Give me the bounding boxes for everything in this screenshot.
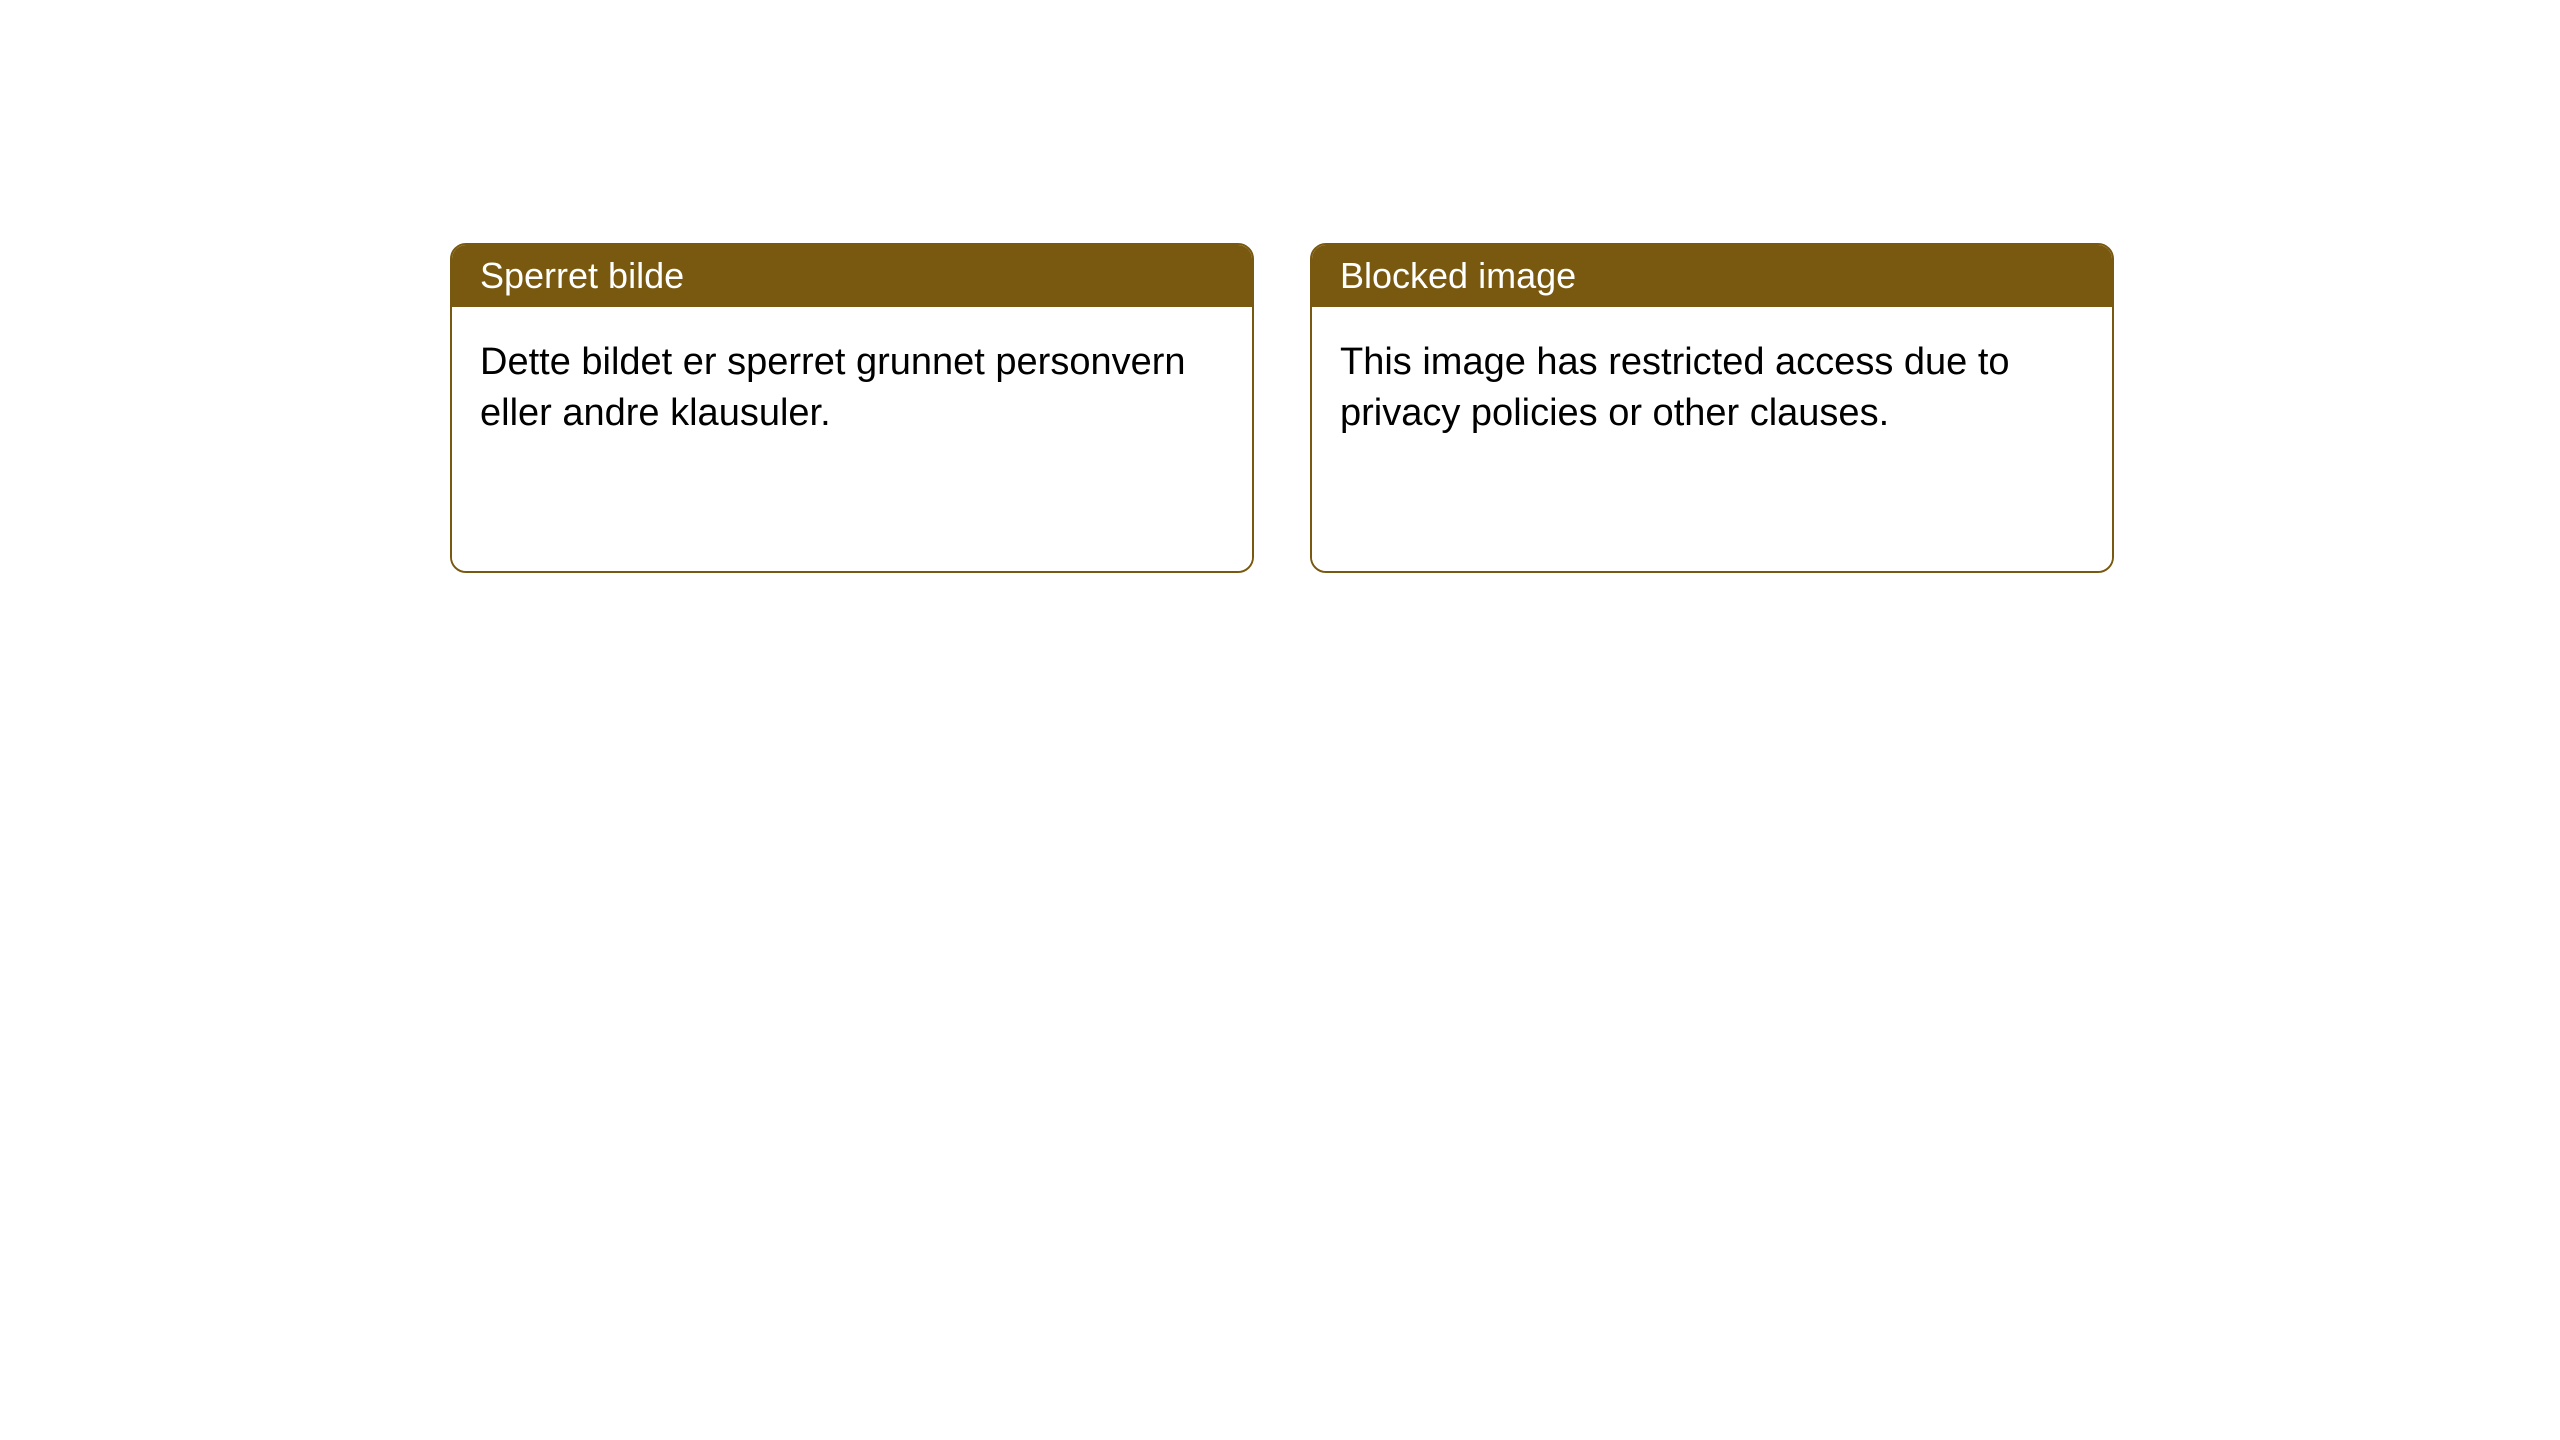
card-header: Sperret bilde	[452, 245, 1252, 307]
info-cards-container: Sperret bilde Dette bildet er sperret gr…	[450, 243, 2114, 573]
card-header: Blocked image	[1312, 245, 2112, 307]
info-card-norwegian: Sperret bilde Dette bildet er sperret gr…	[450, 243, 1254, 573]
card-body: This image has restricted access due to …	[1312, 307, 2112, 571]
card-title: Sperret bilde	[480, 255, 684, 296]
info-card-english: Blocked image This image has restricted …	[1310, 243, 2114, 573]
card-body: Dette bildet er sperret grunnet personve…	[452, 307, 1252, 571]
card-title: Blocked image	[1340, 255, 1576, 296]
card-body-text: This image has restricted access due to …	[1340, 341, 2010, 434]
card-body-text: Dette bildet er sperret grunnet personve…	[480, 341, 1186, 434]
